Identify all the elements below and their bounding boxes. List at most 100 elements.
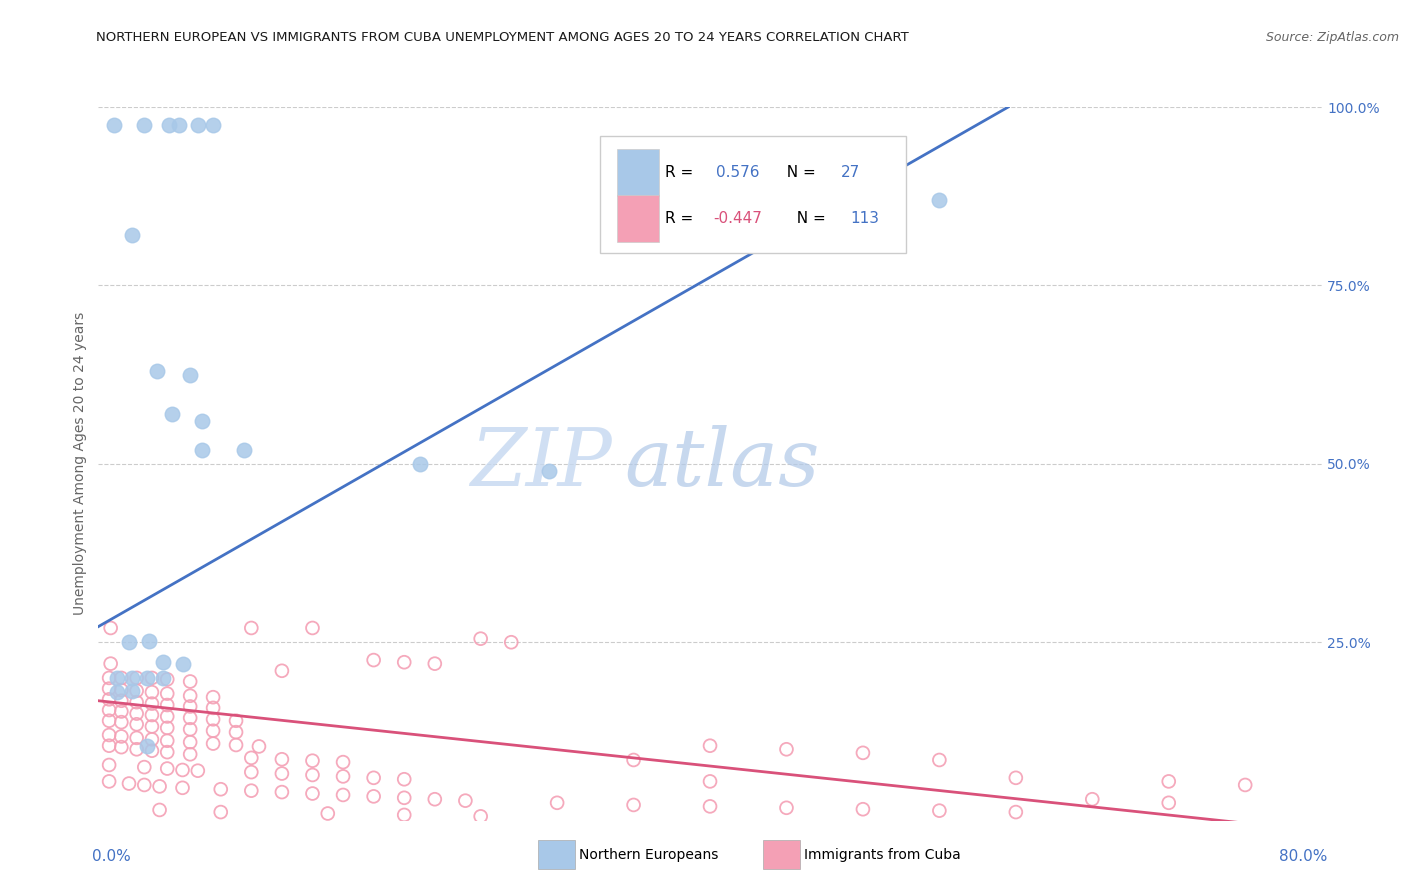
- Point: [125, 671, 148, 685]
- Point: [179, 699, 201, 714]
- Point: [1157, 796, 1180, 810]
- Point: [191, 442, 214, 457]
- Point: [470, 809, 492, 823]
- Text: atlas: atlas: [624, 425, 820, 502]
- Text: N =: N =: [778, 165, 821, 180]
- Point: [179, 689, 201, 703]
- Point: [1081, 792, 1104, 806]
- Point: [928, 193, 950, 207]
- Point: [699, 799, 721, 814]
- Point: [121, 683, 143, 698]
- Point: [240, 783, 263, 797]
- Point: [156, 709, 179, 723]
- Point: [209, 782, 232, 797]
- Point: [136, 739, 159, 753]
- Point: [100, 657, 122, 671]
- Point: [110, 671, 132, 685]
- Point: [98, 739, 121, 753]
- Text: 0.576: 0.576: [716, 165, 759, 180]
- Point: [98, 714, 121, 728]
- Point: [141, 719, 163, 733]
- Point: [392, 790, 416, 805]
- Point: [1157, 774, 1180, 789]
- Point: [98, 681, 121, 696]
- Point: [103, 118, 125, 132]
- Point: [270, 785, 292, 799]
- Point: [179, 368, 201, 382]
- Point: [136, 671, 159, 685]
- Point: [546, 796, 568, 810]
- Point: [156, 745, 179, 759]
- Point: [775, 801, 797, 815]
- Point: [149, 780, 172, 794]
- Text: ZIP: ZIP: [471, 425, 612, 502]
- Point: [270, 752, 292, 766]
- Point: [775, 742, 797, 756]
- Point: [363, 789, 385, 804]
- Point: [179, 674, 201, 689]
- Point: [141, 708, 163, 723]
- Text: 0.0%: 0.0%: [93, 849, 131, 864]
- FancyBboxPatch shape: [617, 149, 658, 196]
- Point: [247, 739, 270, 754]
- Point: [187, 764, 209, 778]
- Point: [623, 797, 645, 812]
- Point: [301, 787, 323, 801]
- Point: [98, 671, 121, 685]
- Point: [423, 792, 446, 806]
- Point: [121, 228, 143, 243]
- Point: [699, 739, 721, 753]
- Point: [202, 712, 225, 726]
- Point: [301, 768, 323, 782]
- Text: 27: 27: [841, 165, 860, 180]
- Point: [454, 794, 477, 808]
- Point: [141, 685, 163, 699]
- Point: [118, 635, 141, 649]
- Point: [156, 721, 179, 735]
- Point: [141, 732, 163, 747]
- Point: [470, 632, 492, 646]
- Point: [270, 664, 292, 678]
- Point: [179, 723, 201, 737]
- Point: [392, 772, 416, 787]
- Point: [105, 685, 128, 699]
- Point: [363, 653, 385, 667]
- Point: [209, 805, 232, 819]
- Text: 80.0%: 80.0%: [1279, 849, 1327, 864]
- Point: [928, 804, 950, 818]
- Text: N =: N =: [787, 211, 831, 227]
- Text: NORTHERN EUROPEAN VS IMMIGRANTS FROM CUBA UNEMPLOYMENT AMONG AGES 20 TO 24 YEARS: NORTHERN EUROPEAN VS IMMIGRANTS FROM CUB…: [96, 31, 908, 45]
- Point: [169, 118, 191, 132]
- Point: [501, 635, 523, 649]
- Point: [408, 457, 430, 471]
- Point: [125, 742, 148, 756]
- Point: [852, 746, 875, 760]
- Point: [98, 728, 121, 742]
- Point: [138, 633, 160, 648]
- Point: [160, 407, 183, 421]
- Point: [301, 754, 323, 768]
- Point: [332, 769, 354, 783]
- Point: [141, 697, 163, 711]
- Point: [240, 621, 263, 635]
- Point: [202, 118, 225, 132]
- Point: [301, 621, 323, 635]
- Point: [125, 706, 148, 721]
- Text: Source: ZipAtlas.com: Source: ZipAtlas.com: [1265, 31, 1399, 45]
- Text: 113: 113: [851, 211, 880, 227]
- Point: [134, 760, 156, 774]
- Point: [125, 695, 148, 709]
- Point: [202, 690, 225, 705]
- Point: [363, 771, 385, 785]
- Text: R =: R =: [665, 211, 697, 227]
- Point: [110, 730, 132, 744]
- Point: [152, 671, 174, 685]
- Point: [202, 701, 225, 715]
- Text: -0.447: -0.447: [714, 211, 762, 227]
- Point: [110, 694, 132, 708]
- Point: [202, 723, 225, 738]
- Point: [202, 737, 225, 751]
- Point: [699, 774, 721, 789]
- Point: [1234, 778, 1257, 792]
- Point: [1004, 771, 1026, 785]
